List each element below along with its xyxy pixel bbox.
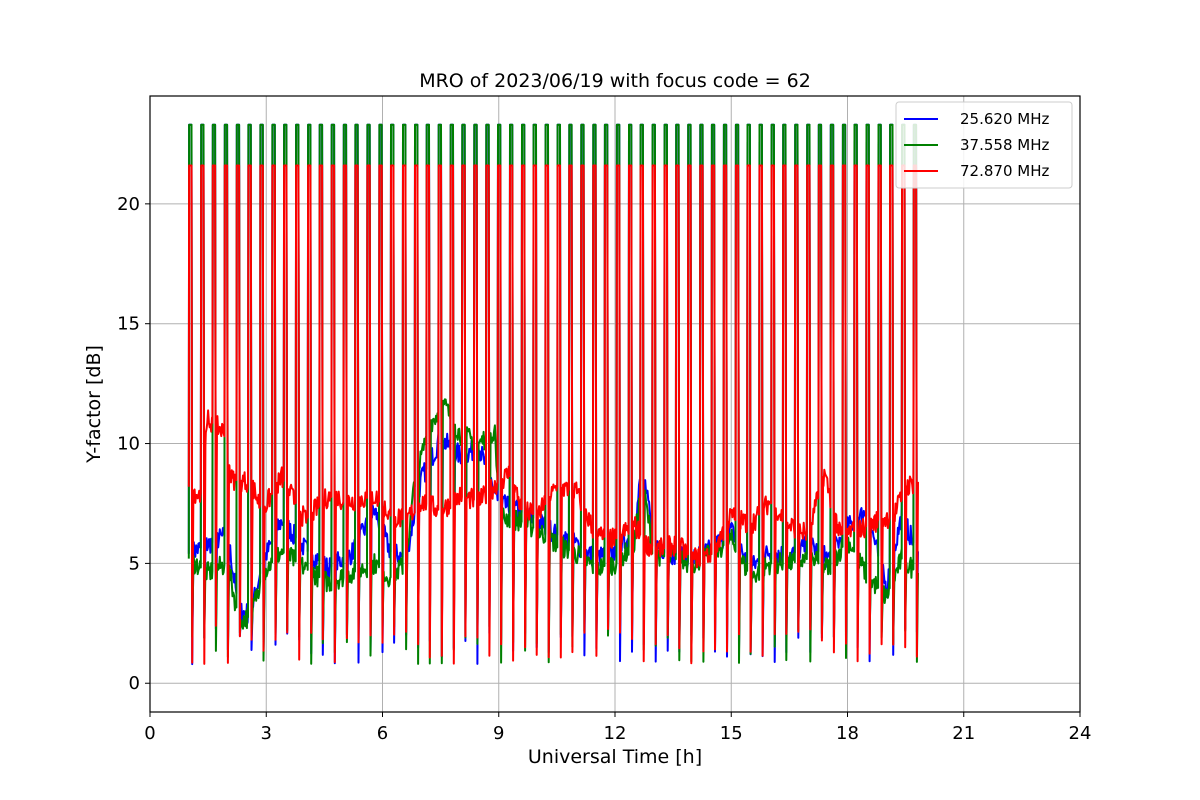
chart-title: MRO of 2023/06/19 with focus code = 62: [419, 70, 811, 92]
x-tick-label: 3: [261, 723, 272, 744]
series-line-1: [187, 123, 919, 665]
x-tick-label: 0: [144, 723, 155, 744]
ticks: 0 3 6 9 12 15 18 21 24 0 5 10 15 20: [117, 194, 1091, 744]
legend: 25.620 MHz 37.558 MHz 72.870 MHz: [895, 101, 1073, 189]
y-tick-label: 15: [117, 314, 140, 335]
y-tick-label: 0: [129, 673, 140, 694]
legend-label-37-558: 37.558 MHz: [960, 136, 1049, 154]
series-layer: [187, 123, 919, 666]
x-tick-label: 9: [493, 723, 504, 744]
x-tick-label: 24: [1069, 723, 1092, 744]
series-line-2: [187, 164, 919, 665]
y-tick-label: 5: [129, 553, 140, 574]
legend-box: [895, 101, 1073, 189]
x-tick-label: 12: [604, 723, 627, 744]
x-tick-label: 6: [377, 723, 388, 744]
y-tick-label: 10: [117, 434, 140, 455]
x-tick-label: 18: [836, 723, 859, 744]
y-axis-title: Y-factor [dB]: [83, 345, 105, 464]
x-tick-label: 15: [720, 723, 743, 744]
legend-label-72-870: 72.870 MHz: [960, 162, 1049, 180]
x-tick-label: 21: [952, 723, 975, 744]
x-axis-title: Universal Time [h]: [528, 746, 702, 768]
legend-label-25-620: 25.620 MHz: [960, 110, 1049, 128]
y-tick-label: 20: [117, 194, 140, 215]
